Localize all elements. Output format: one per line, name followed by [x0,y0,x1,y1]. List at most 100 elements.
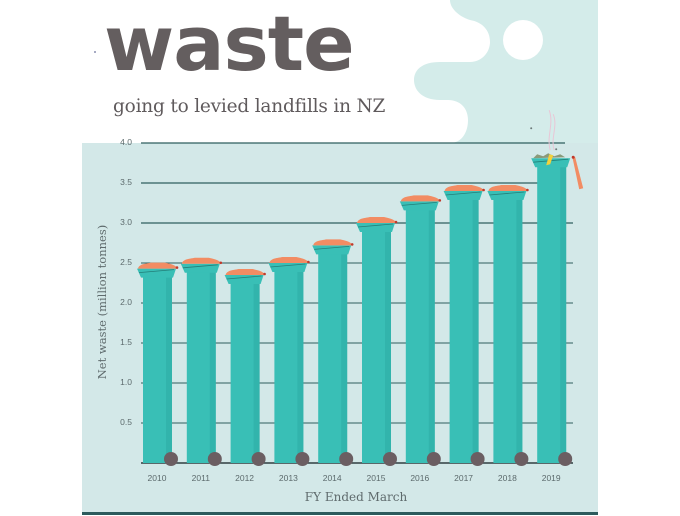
x-axis-label: FY Ended March [304,490,408,504]
y-tick-label: 4.0 [120,137,132,147]
bin-body [493,199,523,463]
page-subtitle: going to levied landfills in NZ [113,96,386,117]
bin-wheel [426,452,441,466]
bin-lid [181,257,221,264]
smell-line [548,110,552,151]
lid-hinge [526,188,529,192]
bin-shade [516,199,523,463]
lid-hinge [263,272,266,276]
bin-body [449,199,479,463]
x-tick-label: 2017 [454,473,474,483]
cloud-shape [414,0,598,143]
bin-lid [357,217,396,223]
bar-2016 [399,195,442,466]
lid-hinge [438,199,442,202]
bin-shade [472,199,479,463]
bin-lid [488,185,528,191]
bin-rim-line [182,264,218,269]
x-tick-label: 2015 [366,473,386,483]
bin-rim-line [270,263,306,268]
x-tick-label: 2013 [278,473,298,483]
bin-shade [385,231,391,463]
open-lid [572,156,584,190]
y-tick-label: 1.0 [120,377,132,387]
cloud-hole [503,20,543,60]
bin-wheel [207,452,222,466]
decorative-dot [94,51,96,53]
bar-2017 [443,185,485,466]
lid-hinge [307,260,310,264]
panel-bottom-border [82,512,598,515]
bin-wheel [339,452,354,466]
bin-rim [137,268,176,278]
y-tick-label: 2.5 [120,257,132,267]
bin-lid [444,185,484,191]
x-tick-label: 2016 [410,473,430,483]
x-tick-label: 2012 [235,473,255,483]
bin-rim-line [357,223,394,228]
bin-body [405,209,435,463]
y-tick-label: 1.5 [120,337,132,347]
fly-dot [530,127,533,130]
bin-rim-line [401,202,437,206]
bin-wheel [295,452,310,466]
page-title: waste [104,0,355,88]
x-tick-label: 2019 [541,473,561,483]
y-tick-label: 2.0 [120,297,132,307]
x-tick-label: 2010 [147,473,167,483]
bar-2014 [312,239,354,466]
bin-body [143,276,172,463]
bin-wheel [164,452,178,466]
bar-2011 [180,257,223,466]
bin-rim [399,201,439,211]
bin-rim [356,223,395,232]
lid-hinge [394,220,398,224]
bin-lid [313,239,353,246]
smell-line [552,114,556,151]
bin-shade [341,253,348,463]
bin-body [230,283,260,463]
bin-shade [297,271,304,463]
bin-wheel [383,452,397,466]
banana-peel [546,154,554,166]
bar-2018 [487,185,529,466]
lid-hinge [350,243,354,246]
bin-wheel [514,452,529,466]
y-tick-label: 0.5 [120,417,132,427]
bin-shade [166,276,172,463]
lid-hinge [482,188,485,192]
bin-rim [312,245,352,255]
lid-hinge [175,266,179,269]
y-axis-label: Net waste (million tonnes) [95,224,109,380]
bin-rim [224,275,264,284]
bar-2019 [530,110,584,466]
bin-body [537,166,567,463]
bin-shade [253,283,260,463]
bin-body [274,271,304,463]
bin-lid [225,269,265,275]
bin-lid [400,195,440,202]
bin-rim-line [445,191,481,196]
lid-hinge [219,261,223,265]
bin-rim [487,191,527,200]
bar-2012 [224,269,266,466]
y-tick-label: 3.5 [120,177,132,187]
bin-rim [443,191,483,200]
bar-2013 [268,257,310,466]
bin-body [186,271,216,463]
x-tick-label: 2014 [322,473,342,483]
bin-rim-line [138,269,175,273]
fly-dot [555,148,558,151]
bin-lid [269,257,309,263]
bin-rim-line [489,191,525,196]
bin-wheel [251,452,266,466]
y-tick-label: 3.0 [120,217,132,227]
bar-2015 [356,217,398,466]
bin-rim [180,263,220,273]
x-tick-label: 2018 [497,473,517,483]
bin-wheel [558,452,573,466]
bin-rim [268,263,308,272]
lid-hinge [571,155,575,159]
bin-rim-line [226,275,262,280]
